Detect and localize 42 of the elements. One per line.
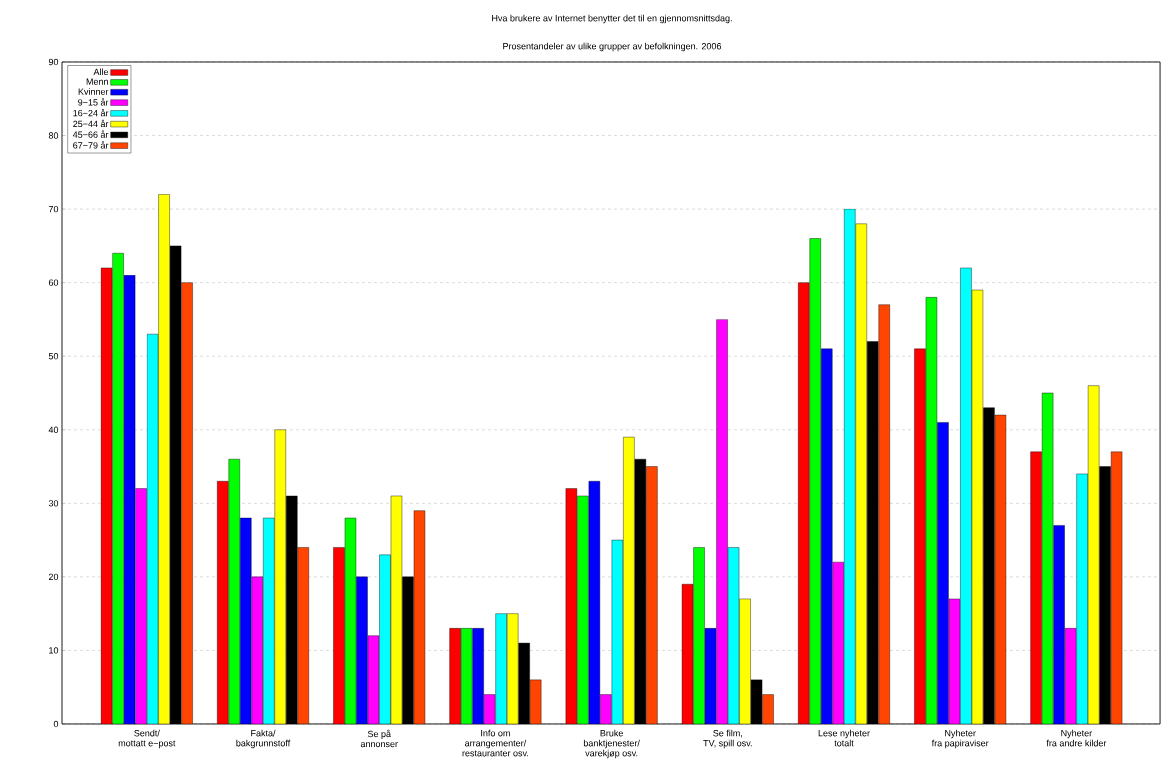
bar [577, 495, 589, 724]
y-tick-label: 0 [53, 720, 59, 728]
y-tick-label: 80 [48, 132, 59, 139]
bar [135, 488, 147, 724]
legend-label: Alle [93, 68, 109, 76]
legend-label: 25−44 år [73, 119, 109, 128]
x-tick-label: Sendt/ mottatt e−post [118, 729, 176, 749]
bar [251, 576, 263, 724]
x-tick-label: Fakta/ bakgrunnstoff [236, 729, 291, 749]
y-tick-label: 20 [48, 573, 59, 581]
bar [112, 253, 124, 724]
bar [297, 547, 309, 724]
legend-label: 45−66 år [72, 130, 109, 138]
legend-label: Kvinner [78, 88, 109, 95]
y-tick-label: 10 [49, 647, 59, 654]
bar [809, 238, 821, 724]
y-tick-label: 70 [48, 205, 59, 213]
bar [878, 304, 890, 724]
bar [646, 466, 658, 724]
chart-title: Hva brukere av Internet benytter det til en gjennomsnittsdag. [492, 14, 732, 24]
x-tick-label: Info om arrangementer/ restauranter osv. [462, 729, 529, 757]
bar [832, 561, 844, 724]
x-tick-label: Se på annonser [360, 729, 398, 748]
bar [181, 282, 193, 724]
legend-label: 67−79 år [73, 141, 109, 149]
y-tick-label: 90 [48, 58, 59, 66]
x-tick-label: Se film, TV, spill osv. [703, 729, 752, 749]
bar [716, 319, 728, 724]
x-tick-label: Bruke banktjenester/ varekjøp osv. [583, 729, 640, 759]
y-tick-label: 60 [48, 279, 59, 286]
legend-label: 9−15 år [78, 98, 109, 106]
x-tick-label: Nyheter fra papiraviser [931, 729, 989, 749]
legend-label: 16−24 år [73, 108, 109, 117]
y-tick-label: 30 [48, 500, 59, 507]
x-tick-label: Lese nyheter totalt [818, 729, 870, 747]
legend-label: Menn [86, 78, 108, 85]
bar [693, 547, 705, 724]
y-tick-label: 50 [48, 353, 59, 360]
y-tick-label: 40 [48, 426, 59, 433]
chart-subtitle: Prosentandeler av ulike grupper av befolkningen. 2006 [503, 42, 722, 52]
bar [228, 458, 240, 724]
x-tick-label: Nyheter fra andre kilder [1046, 729, 1107, 747]
